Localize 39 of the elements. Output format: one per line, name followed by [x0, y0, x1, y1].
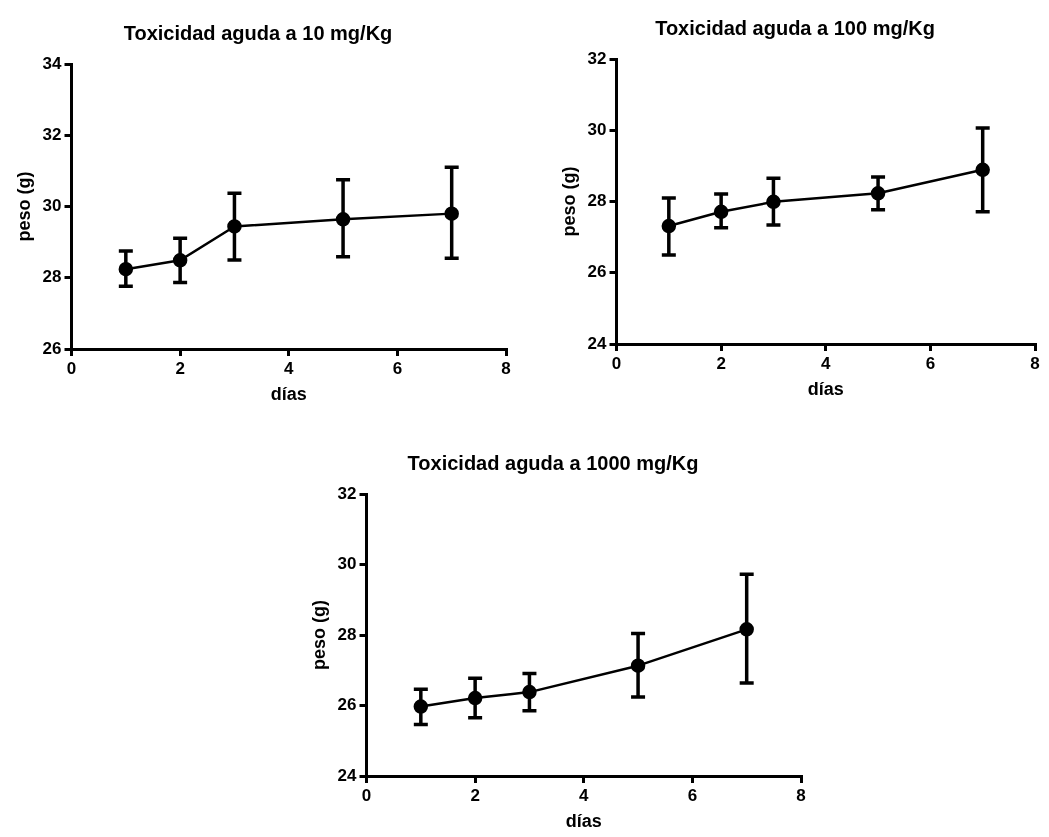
x-tick-label: 8	[1030, 353, 1040, 373]
y-tick-label: 30	[587, 119, 607, 139]
y-tick-label: 30	[42, 196, 62, 216]
x-tick-label: 6	[687, 785, 698, 805]
x-axis-title: días	[807, 379, 844, 400]
y-tick-label: 30	[337, 554, 357, 574]
y-tick-label: 32	[337, 483, 357, 503]
y-axis-title: peso (g)	[308, 600, 329, 670]
x-tick-label: 8	[796, 785, 806, 805]
x-tick-label: 6	[925, 353, 936, 373]
x-tick-label: 0	[66, 358, 77, 378]
x-axis-title: días	[270, 384, 307, 405]
y-tick-label: 26	[337, 695, 357, 715]
y-tick-label: 32	[42, 124, 62, 144]
y-tick-label: 28	[337, 624, 357, 644]
x-tick-label: 2	[175, 358, 185, 378]
y-tick-label: 26	[587, 262, 607, 282]
x-tick-label: 6	[392, 358, 403, 378]
x-tick-label: 4	[579, 785, 590, 805]
x-tick-label: 2	[470, 785, 480, 805]
chart-title: Toxicidad aguda a 10 mg/Kg	[123, 21, 393, 44]
chart-title: Toxicidad aguda a 100 mg/Kg	[655, 16, 935, 39]
x-tick-label: 4	[821, 353, 832, 373]
y-tick-label: 32	[587, 48, 607, 68]
x-axis-title: días	[565, 811, 602, 832]
x-tick-label: 8	[501, 358, 511, 378]
y-tick-label: 28	[42, 267, 62, 287]
x-tick-label: 0	[361, 785, 372, 805]
y-tick-label: 24	[587, 333, 608, 353]
x-tick-label: 0	[611, 353, 622, 373]
y-tick-label: 26	[42, 338, 62, 358]
y-axis-title: peso (g)	[558, 166, 579, 237]
chart-title: Toxicidad aguda a 1000 mg/Kg	[407, 451, 699, 474]
y-tick-label: 34	[42, 53, 63, 73]
x-tick-label: 2	[716, 353, 726, 373]
y-tick-label: 24	[337, 765, 358, 785]
y-tick-label: 28	[587, 191, 607, 211]
x-tick-label: 4	[284, 358, 295, 378]
y-axis-title: peso (g)	[13, 171, 34, 242]
